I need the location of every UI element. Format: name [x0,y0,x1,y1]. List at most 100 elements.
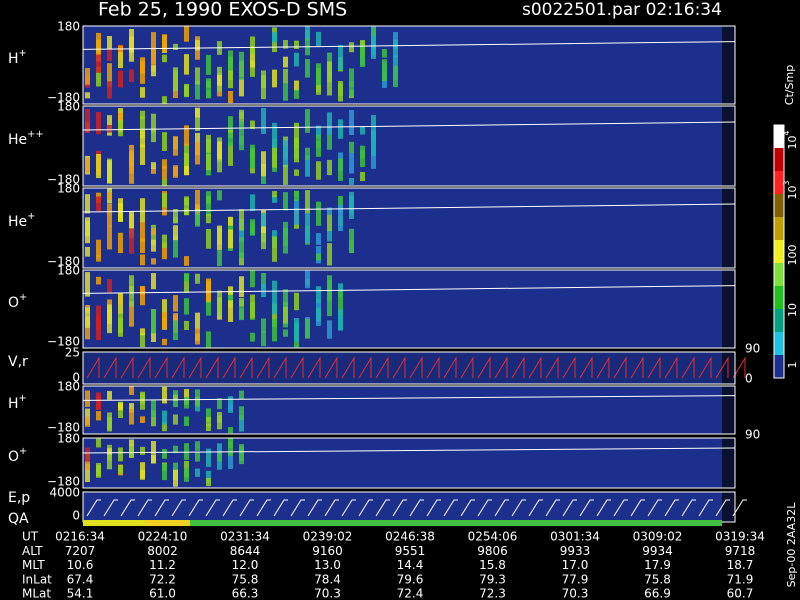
spectro-cell [228,142,233,166]
velocity-trace [681,356,695,379]
spectro-cell [107,160,112,184]
spectro-cell [283,56,288,68]
spectro-cell [228,229,233,249]
spectro-cell [184,273,189,282]
panel-frame [82,187,736,269]
spectro-cell [261,272,266,289]
spectro-cell [151,410,156,418]
row-value: 71.9 [727,572,754,586]
velocity-trace [562,356,576,379]
spectro-cell [261,151,266,170]
trace-line [82,395,736,401]
spectro-cell [151,162,156,170]
spectro-cell [316,31,321,46]
row-value: 13.0 [314,558,341,572]
spectro-cell [96,32,101,55]
velocity-trace [358,356,372,379]
spectro-cell [195,468,200,477]
spectro-cell [239,51,244,77]
spectro-cell [85,416,90,427]
spectro-cell [173,295,178,312]
colorbar-cell [774,355,784,378]
right-tick-label: 90 [745,342,760,356]
panel-frame [82,269,736,349]
spectro-cell [85,68,90,85]
panel-bg [83,492,735,522]
spectro-cell [96,314,101,328]
spectro-cell [228,292,233,308]
spectro-cell [96,438,101,448]
spectro-cell [261,164,266,177]
velocity-trace [222,356,236,379]
spectro-cell [294,199,299,225]
spectro-cell [129,69,134,83]
spectro-cell [349,153,354,174]
spectro-cell [272,195,277,203]
spectro-cell [118,52,123,69]
spectro-cell [382,59,387,82]
colorbar-cell [774,309,784,332]
spectro-cell [96,239,101,257]
colorbar-label-base: 1 [786,362,799,369]
row-value: 60.7 [727,587,754,600]
spectro-cell [151,410,156,427]
spectro-cell [129,409,134,425]
spectro-cell [239,415,244,432]
spectro-cell [118,293,123,314]
spectro-cell [118,232,123,254]
spectro-cell [338,195,343,213]
spectro-cell [239,112,244,126]
spectro-cell [184,416,189,427]
spectro-cell [272,280,277,306]
panel-edge [722,386,735,434]
row-value: 18.7 [727,558,754,572]
velocity-trace [188,356,202,379]
colorbar-cell [774,286,784,309]
spectro-cell [250,120,255,129]
panel-bg [83,188,735,268]
y-tick-label: 180 [57,182,80,196]
spectro-cell [261,331,266,347]
spectro-cell [349,81,354,96]
row-value: 72.4 [397,587,424,600]
row-value: 12.0 [232,558,259,572]
spectro-cell [151,328,156,342]
spectro-cell [228,452,233,469]
spectro-cell [96,316,101,341]
spectro-cell [217,296,222,316]
spectro-cell [338,44,343,70]
spectro-cell [250,47,255,54]
spectro-cell [338,119,343,139]
row-value: 17.9 [644,558,671,572]
velocity-trace [613,356,627,379]
velocity-trace [715,356,729,379]
y-tick-label: −180 [47,173,80,187]
spectro-cell [151,113,156,133]
spectro-cell [96,66,101,87]
spectro-cell [184,443,189,460]
spectro-cell [140,115,145,138]
energy-step [511,499,526,517]
spectro-cell [283,82,288,101]
spectro-cell [217,74,222,86]
row-value: 0301:34 [550,530,600,544]
row-value: 9551 [395,544,426,558]
spectro-cell [184,397,189,409]
energy-step [681,499,696,517]
row-value: 9933 [560,544,591,558]
spectro-cell [349,141,354,154]
spectro-cell [305,232,310,243]
spectro-cell [294,40,299,50]
spectro-cell [272,69,277,88]
energy-step [477,499,492,517]
spectro-cell [151,239,156,252]
energy-step [205,499,220,517]
spectro-cell [305,59,310,78]
spectro-cell [316,80,321,95]
spectro-cell [272,31,277,41]
spectro-cell [305,122,310,133]
spectro-cell [151,258,156,265]
spectro-cell [294,322,299,342]
energy-step [307,499,322,517]
spectro-cell [107,417,112,432]
